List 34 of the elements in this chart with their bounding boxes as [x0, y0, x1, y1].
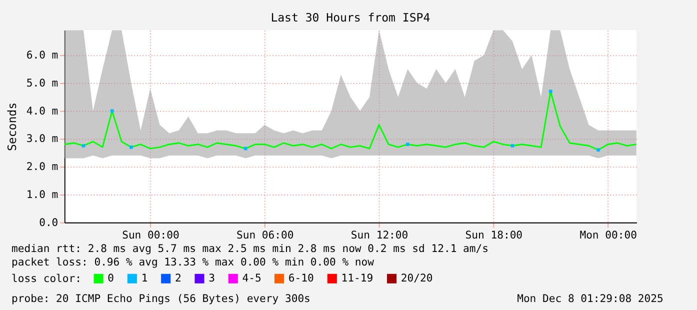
x-tick-label: Sun 06:00: [236, 229, 294, 242]
legend-label: 6-10: [288, 272, 314, 285]
point: [82, 144, 86, 148]
legend-label: 3: [208, 272, 215, 285]
legend-label: 11-19: [341, 272, 374, 285]
legend-title: loss color:: [12, 273, 82, 285]
point: [510, 144, 514, 148]
legend-label: 4-5: [242, 272, 262, 285]
x-tick-label: Mon 00:00: [580, 229, 637, 242]
line-series: [64, 90, 636, 151]
chart-title: Last 30 Hours from ISP4: [270, 10, 430, 24]
legend-label: 0: [108, 272, 114, 285]
x-tick-label: Sun 12:00: [350, 229, 408, 242]
point: [406, 142, 410, 146]
point: [548, 90, 552, 94]
legend-label: 20/20: [400, 272, 433, 285]
y-tick-label: 5.0 m: [26, 77, 58, 90]
y-tick-label: 6.0 m: [26, 50, 58, 62]
y-tick-label: 4.0 m: [26, 105, 58, 118]
text: packet loss: 0.96 % avg 13.33 % max 0.00 % min 0.00 % now: [12, 256, 375, 269]
point: [129, 145, 133, 149]
x-tick-label: Sun 00:00: [122, 229, 180, 242]
legend-label: 2: [174, 272, 182, 285]
x-tick-label: Sun 18:00: [465, 229, 523, 242]
text: Mon Dec 8 01:29:08 2025: [517, 293, 664, 306]
legend-label: 1: [141, 272, 148, 285]
y-tick-label: 3.0 m: [26, 133, 58, 146]
y-tick-label: 0.0: [39, 216, 58, 229]
point: [596, 148, 600, 152]
text: median rtt: 2.8 ms avg 5.7 ms max 2.5 ms min 2.8 ms now 0.2 ms sd 12.1 am/s: [12, 243, 488, 256]
text: probe: 20 ICMP Echo Pings (56 Bytes) every 300s: [12, 293, 310, 306]
y-axis-title: Seconds: [4, 102, 19, 151]
y-tick-label: 2.0 m: [26, 161, 58, 174]
y-tick-label: 1.0 m: [26, 188, 58, 201]
